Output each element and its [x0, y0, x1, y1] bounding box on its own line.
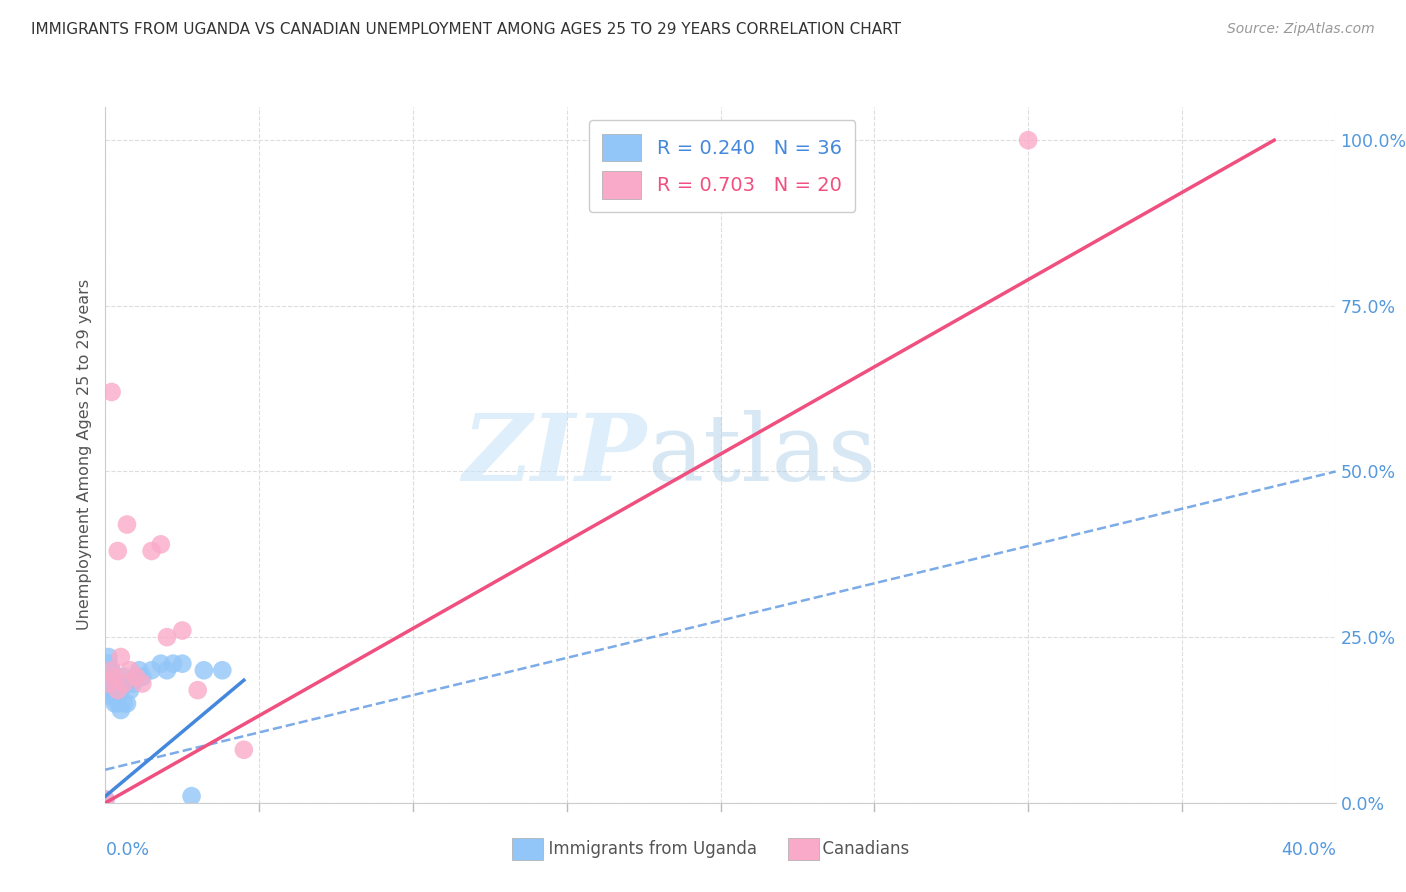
- Text: ZIP: ZIP: [463, 410, 647, 500]
- Point: [100, 384, 122, 399]
- Point: [211, 663, 233, 677]
- Point: [107, 690, 129, 704]
- Point: [120, 663, 141, 677]
- Text: 0.0%: 0.0%: [105, 841, 149, 859]
- Point: [110, 676, 132, 690]
- Point: [100, 663, 122, 677]
- Point: [115, 676, 138, 690]
- Text: atlas: atlas: [647, 410, 876, 500]
- Point: [104, 676, 127, 690]
- Point: [104, 670, 127, 684]
- Point: [125, 670, 148, 684]
- Point: [97, 663, 120, 677]
- Y-axis label: Unemployment Among Ages 25 to 29 years: Unemployment Among Ages 25 to 29 years: [76, 279, 91, 631]
- Point: [104, 683, 127, 698]
- Point: [100, 663, 122, 677]
- Point: [97, 650, 120, 665]
- Text: Source: ZipAtlas.com: Source: ZipAtlas.com: [1227, 22, 1375, 37]
- Point: [107, 683, 129, 698]
- Point: [180, 789, 202, 804]
- Point: [112, 676, 135, 690]
- Point: [100, 690, 122, 704]
- Point: [110, 683, 132, 698]
- Point: [104, 690, 127, 704]
- Point: [141, 663, 163, 677]
- Point: [172, 657, 194, 671]
- Text: IMMIGRANTS FROM UGANDA VS CANADIAN UNEMPLOYMENT AMONG AGES 25 TO 29 YEARS CORREL: IMMIGRANTS FROM UGANDA VS CANADIAN UNEMP…: [31, 22, 901, 37]
- Point: [131, 670, 153, 684]
- Point: [187, 683, 209, 698]
- Point: [97, 670, 120, 684]
- Point: [149, 657, 172, 671]
- Point: [125, 670, 148, 684]
- Point: [1017, 133, 1039, 147]
- Point: [107, 697, 129, 711]
- Point: [115, 517, 138, 532]
- Point: [122, 676, 145, 690]
- Point: [141, 544, 163, 558]
- Point: [115, 697, 138, 711]
- Point: [193, 663, 215, 677]
- Point: [100, 683, 122, 698]
- Point: [110, 703, 132, 717]
- Point: [156, 630, 179, 644]
- Point: [149, 537, 172, 551]
- Point: [97, 676, 120, 690]
- Point: [94, 792, 117, 806]
- Point: [97, 657, 120, 671]
- Point: [112, 697, 135, 711]
- Legend: R = 0.240   N = 36, R = 0.703   N = 20: R = 0.240 N = 36, R = 0.703 N = 20: [589, 120, 855, 212]
- Point: [107, 683, 129, 698]
- Point: [107, 544, 129, 558]
- Point: [104, 697, 127, 711]
- Point: [131, 676, 153, 690]
- Point: [156, 663, 179, 677]
- Text: Canadians: Canadians: [813, 840, 910, 858]
- Point: [162, 657, 184, 671]
- Text: 40.0%: 40.0%: [1281, 841, 1336, 859]
- Text: Immigrants from Uganda: Immigrants from Uganda: [537, 840, 756, 858]
- Point: [128, 663, 150, 677]
- Point: [232, 743, 254, 757]
- Point: [110, 650, 132, 665]
- Point: [112, 670, 135, 684]
- Point: [172, 624, 194, 638]
- Point: [120, 683, 141, 698]
- Point: [100, 670, 122, 684]
- Point: [94, 792, 117, 806]
